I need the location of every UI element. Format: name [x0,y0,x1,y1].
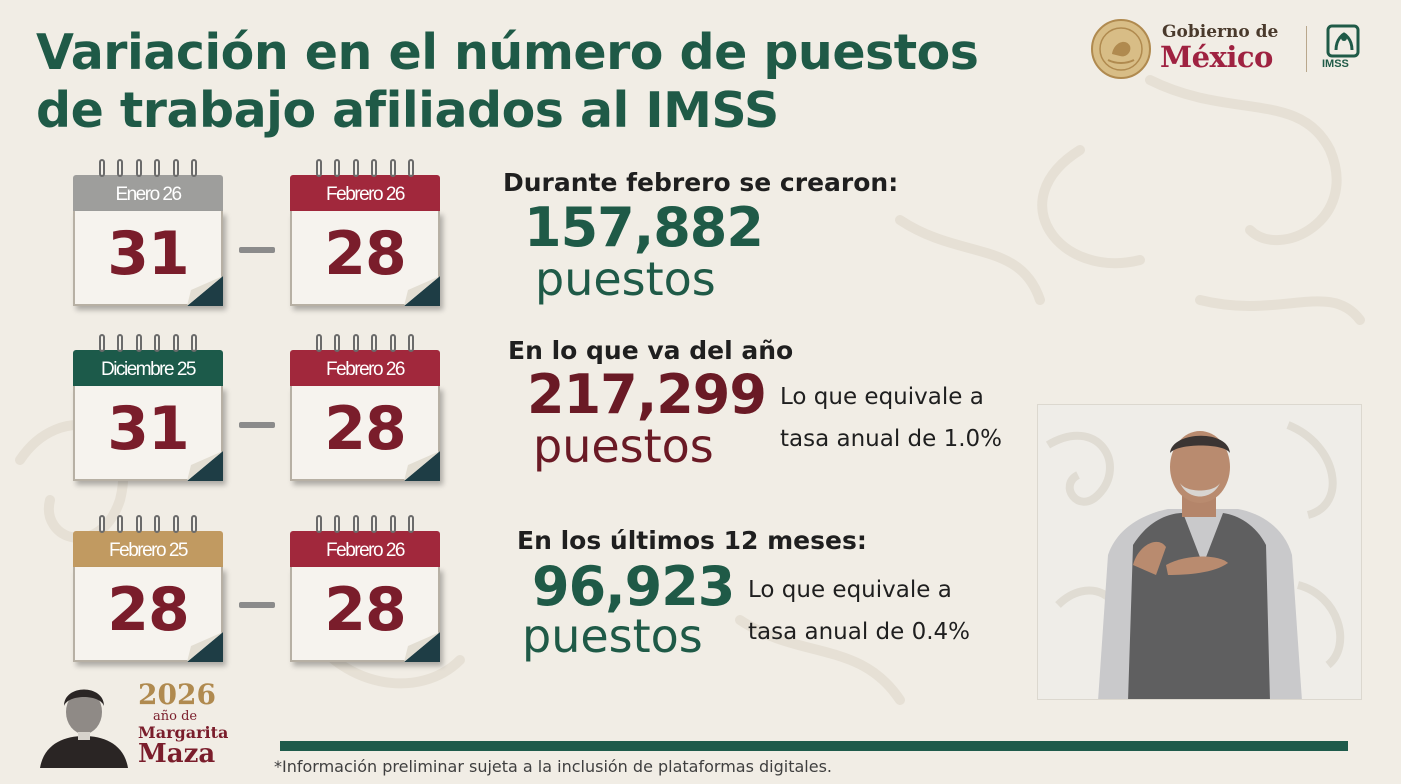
row1-label: Durante febrero se crearon: [503,168,899,197]
year-badge: 2026 año de Margarita Maza [34,676,228,776]
page-fold-icon [404,451,440,481]
page-fold-icon [187,451,223,481]
calendar-month: Febrero 26 [290,175,440,211]
row1-value: 157,882 [524,196,764,259]
row2-label: En lo que va del año [508,336,794,365]
calendar-day: 28 [324,575,407,645]
imss-label: IMSS [1322,58,1349,70]
imss-logo-icon [1326,24,1360,58]
calendar-month: Febrero 26 [290,531,440,567]
calendar-to-row2: Febrero 26 28 [290,334,440,481]
row3-value: 96,923 [532,555,735,618]
calendar-day: 31 [107,394,190,464]
row1-unit: puestos [535,252,716,306]
row2-equivalence-line1: Lo que equivale a [780,384,984,410]
page-fold-icon [404,276,440,306]
year-subtitle: año de [153,709,198,724]
row3-equivalence-line2: tasa anual de 0.4% [748,619,971,645]
year-name-first: Margarita [138,723,229,742]
logo-divider [1306,26,1307,72]
calendar-day: 28 [324,219,407,289]
range-dash [239,602,275,608]
gobierno-label: Gobierno de [1162,22,1279,42]
calendar-to-row3: Febrero 26 28 [290,515,440,662]
calendar-month: Enero 26 [73,175,223,211]
footer-divider-bar [280,741,1348,751]
calendar-day: 28 [324,394,407,464]
interpreter-figure [1045,421,1345,699]
margarita-maza-portrait [40,689,128,768]
row2-equivalence-line2: tasa anual de 1.0% [780,426,1003,452]
page-title: Variación en el número de puestos de tra… [36,24,979,139]
footnote: *Información preliminar sujeta a la incl… [274,757,832,776]
row2-value: 217,299 [527,363,767,426]
page-fold-icon [404,632,440,662]
calendar-month: Diciembre 25 [73,350,223,386]
calendar-from-row2: Diciembre 25 31 [73,334,223,481]
row3-equivalence-line1: Lo que equivale a [748,577,952,603]
mexico-label: México [1160,40,1273,74]
government-logos: Gobierno de México IMSS [1090,14,1380,84]
calendar-month: Febrero 26 [290,350,440,386]
calendar-day: 31 [107,219,190,289]
page-fold-icon [187,276,223,306]
row3-label: En los últimos 12 meses: [517,526,867,555]
calendar-day: 28 [107,575,190,645]
page-fold-icon [187,632,223,662]
calendar-from-row3: Febrero 25 28 [73,515,223,662]
calendar-month: Febrero 25 [73,531,223,567]
sign-language-interpreter-video [1037,404,1362,700]
range-dash [239,422,275,428]
row2-unit: puestos [533,419,714,473]
mexico-seal-icon [1091,19,1151,79]
year-name-last: Maza [138,739,216,769]
row3-unit: puestos [522,609,703,663]
year-number: 2026 [138,678,216,711]
range-dash [239,247,275,253]
calendar-to-row1: Febrero 26 28 [290,159,440,306]
calendar-from-row1: Enero 26 31 [73,159,223,306]
